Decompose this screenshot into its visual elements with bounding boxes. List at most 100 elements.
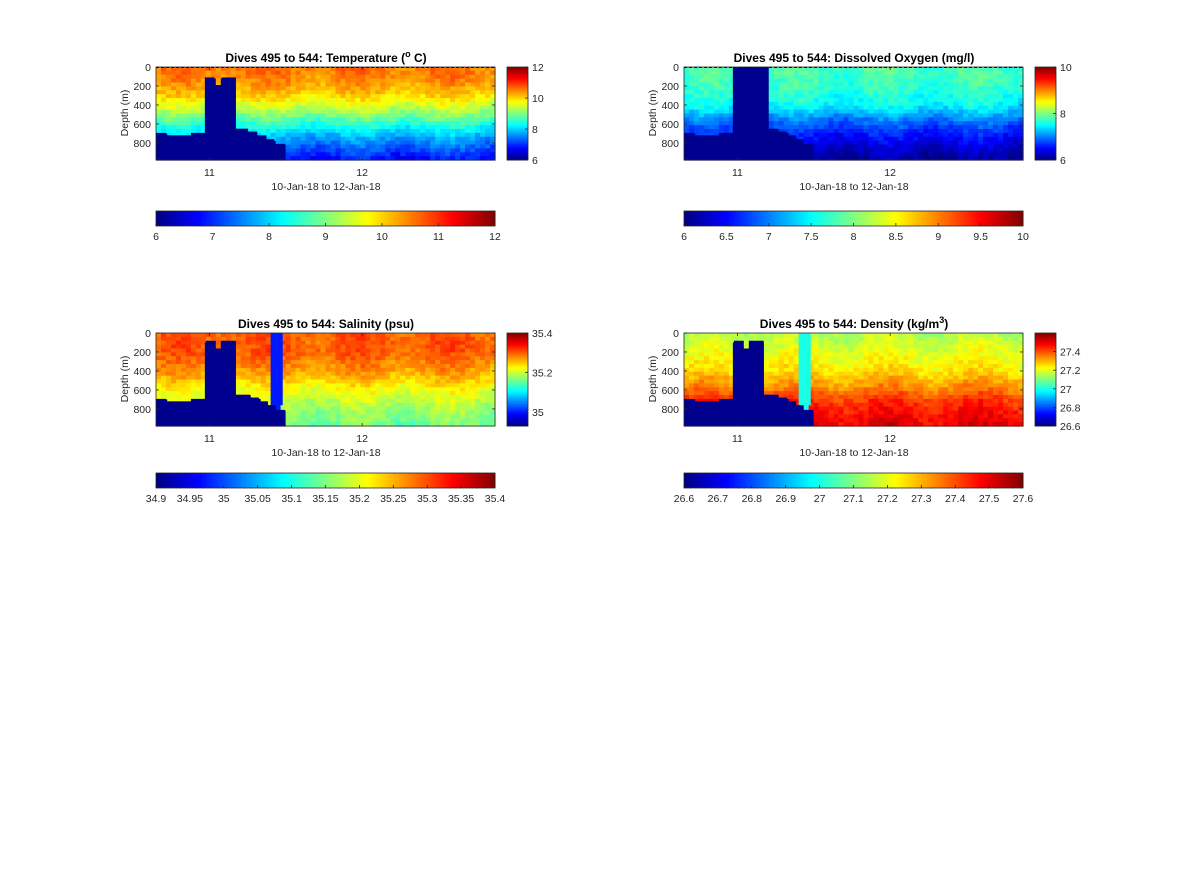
- heatmap-cell: [340, 333, 347, 338]
- heatmap-cell: [405, 117, 411, 122]
- heatmap-cell: [465, 129, 471, 134]
- heatmap-cell: [818, 74, 825, 80]
- heatmap-cell: [380, 414, 386, 419]
- heatmap-cell: [723, 117, 730, 122]
- heatmap-cell: [973, 132, 979, 138]
- heatmap-cell: [843, 148, 850, 153]
- heatmap-cell: [798, 94, 805, 99]
- heatmap-cell: [325, 78, 332, 84]
- heatmap-cell: [245, 360, 252, 365]
- heatmap-cell: [405, 410, 411, 415]
- heatmap-cell: [285, 101, 292, 107]
- colorbar-swatch: [507, 81, 528, 84]
- heatmap-cell: [973, 156, 979, 161]
- heatmap-cell: [445, 67, 451, 72]
- heatmap-cell: [838, 148, 845, 153]
- heatmap-cell: [888, 156, 894, 161]
- heatmap-cell: [490, 156, 496, 161]
- heatmap-cell: [878, 90, 885, 95]
- heatmap-cell: [893, 129, 899, 134]
- heatmap-cell: [310, 156, 317, 161]
- heatmap-cell: [410, 144, 416, 149]
- heatmap-cell: [868, 101, 875, 107]
- heatmap-cell: [165, 379, 172, 384]
- colorbar-swatch: [932, 211, 936, 226]
- heatmap-cell: [878, 67, 885, 72]
- heatmap-cell: [335, 367, 342, 373]
- heatmap-cell: [375, 101, 381, 107]
- heatmap-cell: [998, 70, 1004, 76]
- heatmap-cell: [345, 422, 352, 427]
- heatmap-cell: [380, 410, 386, 415]
- heatmap-cell: [958, 125, 964, 130]
- colorbar-swatch: [915, 211, 919, 226]
- heatmap-cell: [315, 132, 322, 138]
- heatmap-cell: [998, 86, 1004, 91]
- heatmap-cell: [430, 109, 436, 115]
- heatmap-cell: [465, 90, 471, 95]
- heatmap-cell: [255, 360, 262, 365]
- heatmap-cell: [295, 94, 302, 99]
- heatmap-cell: [195, 352, 202, 357]
- heatmap-cell: [330, 101, 337, 107]
- heatmap-cell: [430, 156, 436, 161]
- heatmap-cell: [708, 105, 715, 111]
- heatmap-cell: [370, 414, 376, 419]
- heatmap-cell: [385, 336, 391, 342]
- heatmap-cell: [250, 375, 257, 381]
- heatmap-cell: [998, 132, 1004, 138]
- heatmap-cell: [365, 140, 371, 146]
- heatmap-cell: [235, 333, 242, 338]
- heatmap-cell: [215, 333, 222, 338]
- colorbar-swatch: [336, 211, 341, 226]
- heatmap-cell: [200, 70, 207, 76]
- heatmap-cell: [255, 101, 262, 107]
- heatmap-cell: [1008, 105, 1014, 111]
- heatmap-cell: [923, 90, 929, 95]
- colorbar-swatch: [407, 211, 411, 226]
- heatmap-cell: [425, 98, 431, 103]
- heatmap-cell: [440, 156, 446, 161]
- heatmap-cell: [355, 410, 361, 415]
- heatmap-cell: [848, 86, 855, 91]
- heatmap-cell: [863, 148, 870, 153]
- heatmap-cell: [360, 391, 366, 396]
- heatmap-cell: [863, 74, 870, 80]
- heatmap-cell: [983, 82, 989, 87]
- heatmap-cell: [703, 90, 710, 95]
- colorbar-swatch: [232, 211, 236, 226]
- heatmap-cell: [345, 406, 352, 412]
- heatmap-cell: [370, 364, 376, 369]
- heatmap-cell: [180, 90, 187, 95]
- heatmap-cell: [270, 113, 277, 118]
- heatmap-cell: [260, 336, 267, 342]
- heatmap-cell: [350, 395, 357, 400]
- heatmap-cell: [170, 101, 177, 107]
- heatmap-cell: [340, 109, 347, 115]
- heatmap-cell: [798, 132, 805, 138]
- heatmap-cell: [450, 90, 456, 95]
- heatmap-cell: [893, 152, 899, 157]
- heatmap-cell: [165, 125, 172, 130]
- heatmap-cell: [490, 86, 496, 91]
- heatmap-cell: [803, 113, 810, 118]
- heatmap-cell: [265, 117, 272, 122]
- heatmap-cell: [350, 86, 357, 91]
- heatmap-cell: [380, 398, 386, 404]
- heatmap-cell: [903, 90, 909, 95]
- heatmap-cell: [375, 129, 381, 134]
- heatmap-cell: [335, 336, 342, 342]
- heatmap-cell: [435, 125, 441, 130]
- colorbar-swatch: [294, 211, 298, 226]
- colorbar-swatch: [712, 211, 716, 226]
- heatmap-cell: [305, 348, 312, 353]
- heatmap-cell: [255, 364, 262, 369]
- heatmap-cell: [205, 67, 212, 72]
- heatmap-cell: [180, 82, 187, 87]
- heatmap-cell: [345, 113, 352, 118]
- heatmap-cell: [475, 101, 481, 107]
- heatmap-cell: [185, 67, 192, 72]
- heatmap-cell: [858, 156, 865, 161]
- heatmap-cell: [823, 148, 830, 153]
- heatmap-cell: [380, 70, 386, 76]
